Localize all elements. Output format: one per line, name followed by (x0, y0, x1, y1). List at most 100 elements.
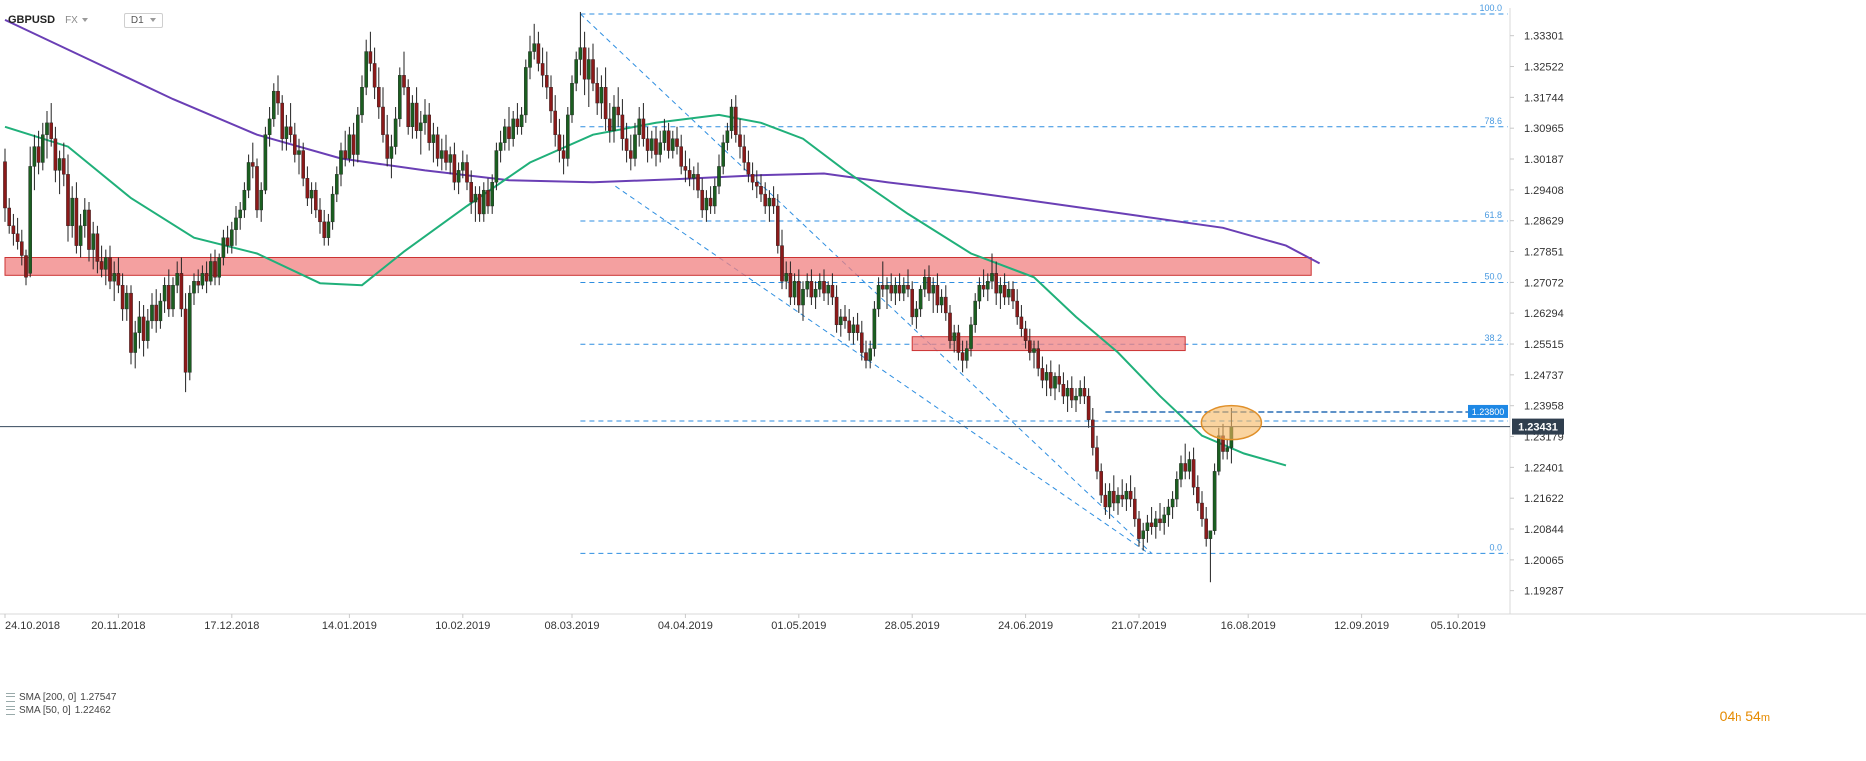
y-tick-label: 1.19287 (1524, 586, 1564, 598)
candle-body (423, 114, 427, 124)
candle-body (633, 134, 637, 159)
candle-body (208, 261, 213, 282)
candle-body (1212, 471, 1217, 531)
candle-body (708, 197, 713, 207)
candle-body (868, 348, 872, 361)
candle-body (813, 288, 818, 298)
candle-body (11, 225, 16, 234)
candle-body (1174, 479, 1179, 500)
candle-body (969, 324, 973, 349)
candle-body (683, 166, 688, 171)
candle-body (1124, 490, 1129, 500)
candle-body (729, 106, 734, 131)
y-tick-label: 1.30965 (1524, 123, 1564, 135)
chevron-down-icon (149, 18, 156, 22)
candle-body (15, 233, 20, 242)
candle-body (192, 281, 196, 294)
legend-item-sma200[interactable]: SMA [200, 0] 1.27547 (6, 691, 116, 704)
candle-body (330, 193, 335, 223)
candle-body (784, 273, 788, 282)
candle-body (314, 189, 318, 211)
candle-body (116, 273, 121, 286)
candle-body (658, 142, 662, 155)
candle-body (112, 273, 116, 282)
candle-body (108, 257, 112, 282)
candle-body (284, 126, 289, 139)
candle-body (1204, 518, 1208, 539)
candle-body (734, 106, 738, 135)
candle-body (511, 118, 516, 139)
candle-body (1011, 288, 1015, 302)
market-selector[interactable]: FX (65, 15, 88, 26)
candle-body (759, 186, 763, 195)
candle-body (801, 288, 805, 306)
candle-body (767, 197, 772, 207)
candle-body (616, 106, 620, 116)
candle-body (45, 122, 49, 135)
candle-body (24, 255, 28, 278)
symbol-label[interactable]: GBPUSD (8, 14, 56, 26)
candle-body (343, 150, 348, 159)
candle-body (965, 348, 969, 361)
candle-body (889, 285, 893, 294)
candle-body (318, 209, 322, 223)
candle-body (1090, 419, 1095, 448)
candle-body (755, 182, 759, 187)
candle-body (221, 237, 226, 258)
x-tick-label: 12.09.2019 (1334, 620, 1389, 632)
candle-body (137, 316, 142, 333)
candle-body (591, 59, 595, 84)
candle-body (1153, 518, 1158, 527)
candle-body (242, 189, 247, 211)
candle-body (519, 114, 524, 128)
candle-body (687, 170, 692, 179)
candle-body (1015, 300, 1019, 318)
candle-body (834, 296, 839, 326)
candle-body (1069, 387, 1074, 401)
candle-body (498, 142, 503, 151)
y-tick-label: 1.24737 (1524, 370, 1564, 382)
candle-body (1095, 447, 1099, 472)
candle-body (234, 217, 238, 230)
candle-body (914, 308, 919, 318)
candle-body (1061, 384, 1066, 397)
candle-body (150, 304, 154, 322)
candle-body (477, 193, 482, 215)
candle-body (1065, 387, 1070, 397)
candle-body (881, 285, 885, 290)
candle-body (196, 281, 201, 286)
candle-body (910, 288, 914, 318)
candle-body (217, 257, 222, 278)
candle-body (725, 130, 730, 143)
candle-body (32, 146, 37, 167)
candle-body (536, 43, 541, 64)
candle-body (272, 90, 276, 120)
x-tick-label: 24.06.2019 (998, 620, 1053, 632)
candle-body (524, 67, 528, 116)
candle-body (994, 273, 998, 294)
x-tick-label: 17.12.2018 (204, 620, 259, 632)
y-tick-label: 1.27851 (1524, 247, 1564, 259)
candle-body (738, 134, 742, 147)
candle-body (1036, 348, 1040, 369)
candle-countdown: 04h 54m (1720, 708, 1770, 724)
highlight-circle (1200, 404, 1263, 441)
candle-body (347, 134, 352, 159)
candle-body (410, 102, 415, 128)
timeframe-selector[interactable]: D1 (123, 12, 163, 28)
candle-body (948, 312, 952, 341)
candle-body (305, 178, 310, 199)
legend-item-sma50[interactable]: SMA [50, 0] 1.22462 (6, 704, 116, 717)
candle-body (603, 87, 608, 120)
candle-body (53, 138, 58, 171)
candle-body (918, 288, 923, 310)
candle-body (742, 146, 746, 163)
candle-body (620, 114, 625, 139)
candle-body (1200, 502, 1204, 520)
fibonacci-level-label: 100.0 (1479, 3, 1502, 13)
fibonacci-level-label: 38.2 (1484, 333, 1502, 343)
countdown-hours-unit: h (1735, 712, 1742, 724)
candle-body (1166, 506, 1171, 516)
